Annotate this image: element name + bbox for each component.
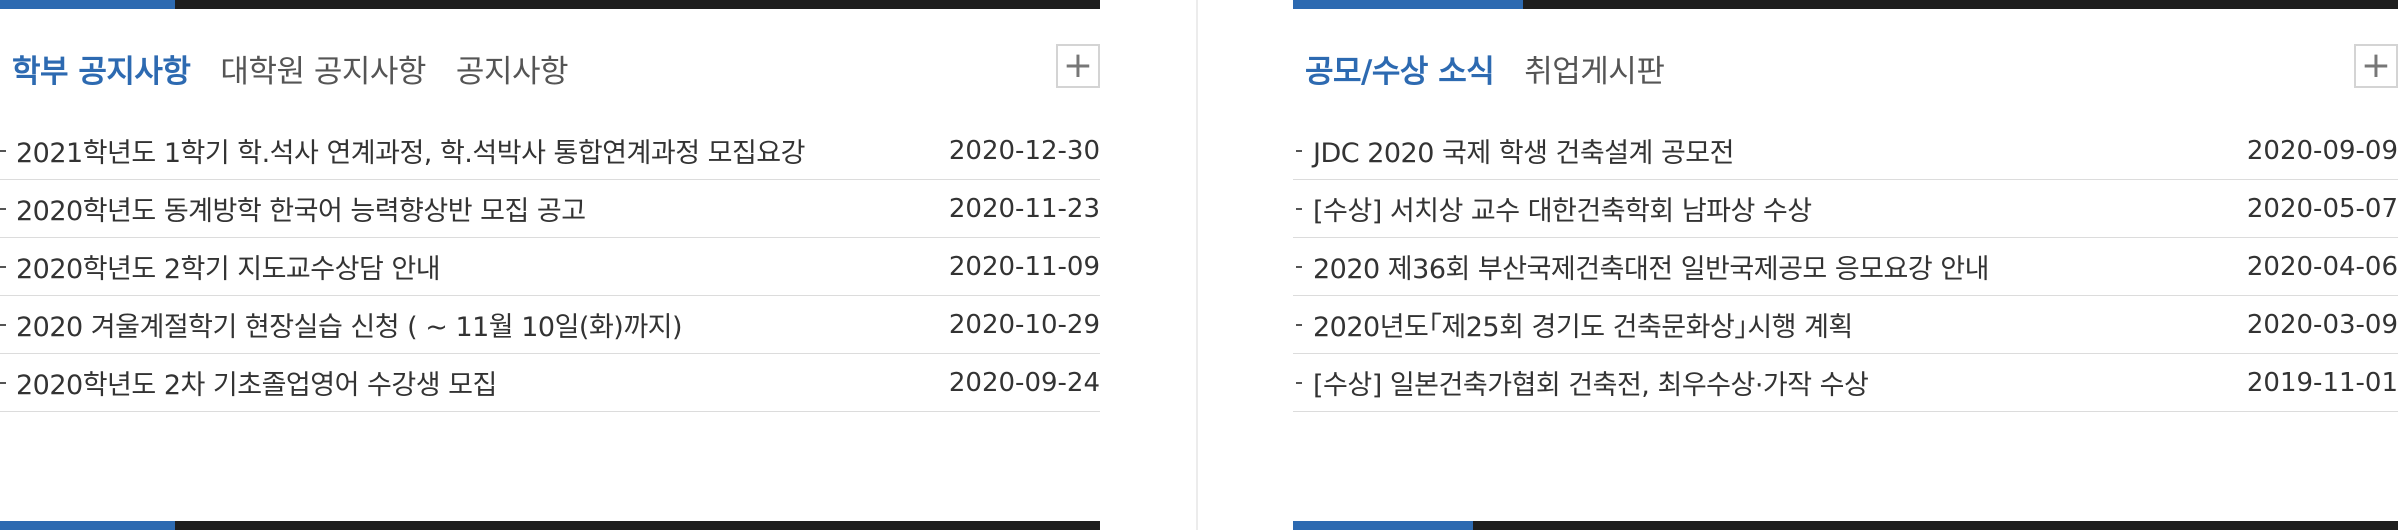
list-item[interactable]: [수상] 일본건축가협회 건축전, 최우수상·가작 수상 2019-11-01 [1293, 354, 2398, 412]
more-plus-icon[interactable]: + [2354, 44, 2398, 88]
list-item[interactable]: 2020년도｢제25회 경기도 건축문화상｣시행 계획 2020-03-09 [1293, 296, 2398, 354]
bullet-dash-icon [0, 324, 6, 326]
tab-undergrad-notice[interactable]: 학부 공지사항 [12, 54, 191, 90]
item-title[interactable]: [수상] 일본건축가협회 건축전, 최우수상·가작 수상 [1313, 370, 1869, 401]
bullet-dash-icon [1296, 382, 1302, 384]
panel-divider [1196, 0, 1198, 530]
item-date: 2020-09-24 [948, 367, 1100, 398]
notice-list: 2021학년도 1학기 학.석사 연계과정, 학.석박사 통합연계과정 모집요강… [0, 122, 1100, 412]
top-bar [1293, 0, 2398, 9]
bottom-bar [1293, 521, 2398, 530]
item-title[interactable]: 2020 겨울계절학기 현장실습 신청 ( ~ 11월 10일(화)까지) [16, 312, 683, 343]
bottom-bar-accent [1293, 521, 1473, 530]
item-date: 2020-12-30 [948, 135, 1100, 166]
item-date: 2020-11-09 [948, 251, 1100, 282]
list-item[interactable]: [수상] 서치상 교수 대한건축학회 남파상 수상 2020-05-07 [1293, 180, 2398, 238]
list-item[interactable]: JDC 2020 국제 학생 건축설계 공모전 2020-09-09 [1293, 122, 2398, 180]
item-title[interactable]: 2021학년도 1학기 학.석사 연계과정, 학.석박사 통합연계과정 모집요강 [16, 138, 805, 169]
tab-contest-awards[interactable]: 공모/수상 소식 [1305, 54, 1495, 90]
item-date: 2020-10-29 [948, 309, 1100, 340]
bullet-dash-icon [0, 208, 6, 210]
bottom-bar-accent [0, 521, 175, 530]
item-date: 2020-11-23 [948, 193, 1100, 224]
bullet-dash-icon [1296, 324, 1302, 326]
bullet-dash-icon [0, 382, 6, 384]
bullet-dash-icon [1296, 208, 1302, 210]
tab-graduate-notice[interactable]: 대학원 공지사항 [220, 54, 426, 90]
item-title[interactable]: 2020학년도 2차 기초졸업영어 수강생 모집 [16, 370, 497, 401]
more-plus-icon[interactable]: + [1056, 44, 1100, 88]
awards-tabs: 공모/수상 소식 취업게시판 [1305, 46, 1694, 91]
notice-panel: 학부 공지사항 대학원 공지사항 공지사항 + 2021학년도 1학기 학.석사… [0, 0, 1100, 530]
item-title[interactable]: 2020 제36회 부산국제건축대전 일반국제공모 응모요강 안내 [1313, 254, 1989, 285]
bullet-dash-icon [1296, 266, 1302, 268]
bullet-dash-icon [0, 150, 6, 152]
item-title[interactable]: 2020학년도 동계방학 한국어 능력향상반 모집 공고 [16, 196, 586, 227]
item-date: 2019-11-01 [2246, 367, 2398, 398]
top-bar-accent [1293, 0, 1523, 9]
item-date: 2020-03-09 [2246, 309, 2398, 340]
bottom-bar [0, 521, 1100, 530]
item-title[interactable]: 2020학년도 2학기 지도교수상담 안내 [16, 254, 441, 285]
item-date: 2020-09-09 [2246, 135, 2398, 166]
list-item[interactable]: 2020학년도 2차 기초졸업영어 수강생 모집 2020-09-24 [0, 354, 1100, 412]
bullet-dash-icon [1296, 150, 1302, 152]
bullet-dash-icon [0, 266, 6, 268]
awards-panel: 공모/수상 소식 취업게시판 + JDC 2020 국제 학생 건축설계 공모전… [1293, 0, 2398, 530]
item-title[interactable]: JDC 2020 국제 학생 건축설계 공모전 [1313, 138, 1734, 169]
item-title[interactable]: 2020년도｢제25회 경기도 건축문화상｣시행 계획 [1313, 312, 1853, 343]
list-item[interactable]: 2020 겨울계절학기 현장실습 신청 ( ~ 11월 10일(화)까지) 20… [0, 296, 1100, 354]
item-date: 2020-04-06 [2246, 251, 2398, 282]
notice-tabs: 학부 공지사항 대학원 공지사항 공지사항 [12, 46, 598, 91]
tab-general-notice[interactable]: 공지사항 [455, 54, 569, 90]
tab-job-board[interactable]: 취업게시판 [1524, 54, 1665, 90]
list-item[interactable]: 2021학년도 1학기 학.석사 연계과정, 학.석박사 통합연계과정 모집요강… [0, 122, 1100, 180]
list-item[interactable]: 2020학년도 2학기 지도교수상담 안내 2020-11-09 [0, 238, 1100, 296]
list-item[interactable]: 2020 제36회 부산국제건축대전 일반국제공모 응모요강 안내 2020-0… [1293, 238, 2398, 296]
list-item[interactable]: 2020학년도 동계방학 한국어 능력향상반 모집 공고 2020-11-23 [0, 180, 1100, 238]
top-bar [0, 0, 1100, 9]
top-bar-accent [0, 0, 175, 9]
item-title[interactable]: [수상] 서치상 교수 대한건축학회 남파상 수상 [1313, 196, 1812, 227]
item-date: 2020-05-07 [2246, 193, 2398, 224]
awards-list: JDC 2020 국제 학생 건축설계 공모전 2020-09-09 [수상] … [1293, 122, 2398, 412]
